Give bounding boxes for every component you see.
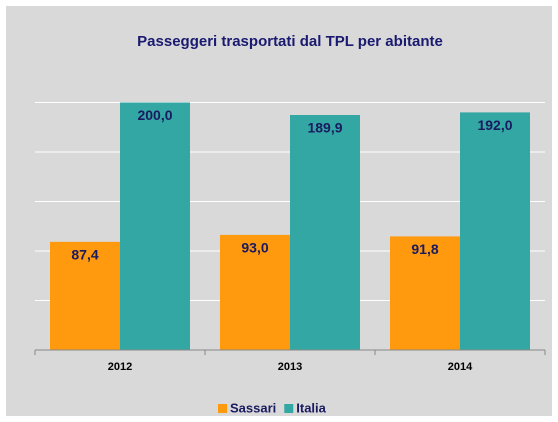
- x-tick-label: 2012: [108, 361, 132, 373]
- bar: [50, 241, 120, 350]
- bar: [390, 236, 460, 350]
- value-label: 87,4: [71, 247, 98, 263]
- bar: [120, 102, 190, 350]
- value-label: 91,8: [411, 241, 438, 257]
- value-label: 93,0: [241, 240, 268, 256]
- legend-swatch: [218, 404, 227, 413]
- x-tick-label: 2013: [278, 361, 302, 373]
- legend-label: Italia: [296, 400, 326, 415]
- chart-title: Passeggeri trasportati dal TPL per abita…: [137, 33, 443, 50]
- x-tick-label: 2014: [448, 361, 473, 373]
- value-label: 189,9: [307, 120, 342, 136]
- value-label: 192,0: [477, 117, 512, 133]
- bar: [290, 114, 360, 350]
- value-label: 200,0: [137, 107, 172, 123]
- bar: [220, 234, 290, 350]
- legend-label: Sassari: [230, 400, 276, 415]
- legend-swatch: [284, 404, 294, 413]
- bar: [460, 112, 530, 351]
